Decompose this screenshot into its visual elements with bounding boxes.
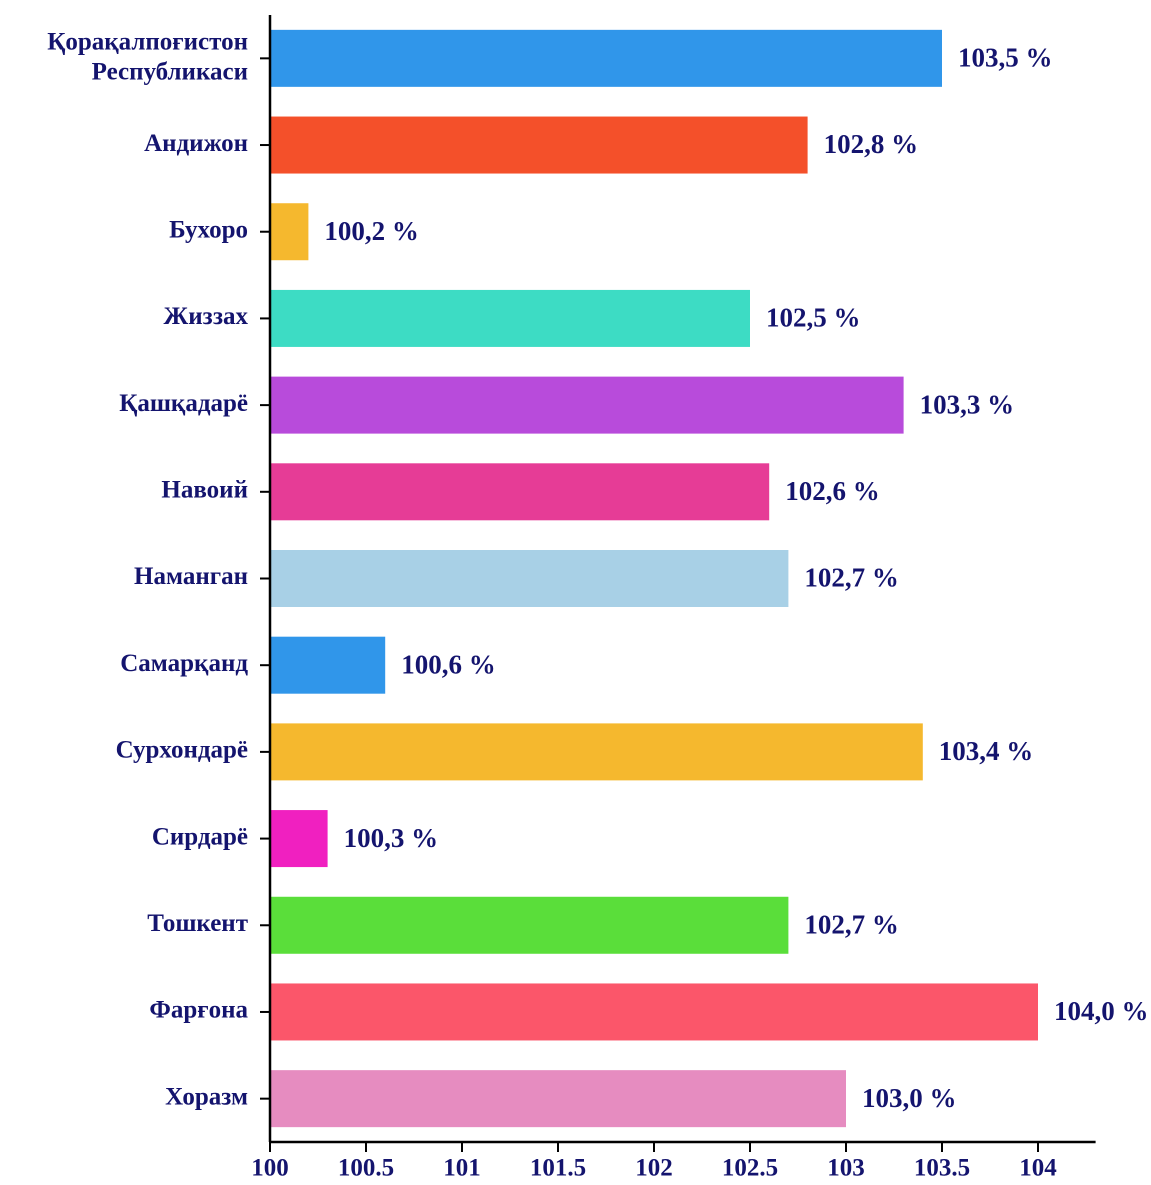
y-tick-label: Қорақалпоғистон Республикаси [47,28,248,85]
x-tick-label: 101.5 [530,1155,586,1182]
value-label: 103,5 % [958,43,1053,73]
bar [270,983,1038,1041]
value-label: 102,7 % [804,563,899,593]
value-label: 100,2 % [324,216,419,246]
x-tick-label: 103.5 [914,1155,970,1182]
y-tick-label: Самарқанд [120,650,248,677]
value-label: 103,0 % [862,1083,957,1113]
y-tick-label: Тошкент [147,910,248,937]
y-tick-label: Қашқадарё [119,390,248,417]
bar [270,376,904,434]
y-tick-label: Фарғона [149,997,248,1024]
value-label: 104,0 % [1054,996,1149,1026]
bar [270,1070,846,1128]
value-label: 100,6 % [401,649,496,679]
value-label: 102,5 % [766,303,861,333]
value-label: 102,8 % [824,129,919,159]
bar [270,896,789,954]
y-tick-label: Сирдарё [152,823,248,850]
x-tick-label: 102.5 [722,1155,778,1182]
y-tick-label: Навоий [161,477,248,504]
y-tick-label: Жиззах [163,303,248,330]
value-label: 103,4 % [939,736,1034,766]
x-tick-label: 101 [443,1155,481,1182]
bar [270,463,770,521]
bar [270,810,328,868]
y-tick-label: Сурхондарё [116,737,248,764]
bar [270,723,923,781]
y-tick-label: Наманган [134,563,248,590]
bar [270,116,808,174]
y-tick-label: Бухоро [169,216,248,243]
x-tick-label: 103 [827,1155,865,1182]
x-tick-label: 102 [635,1155,673,1182]
bar [270,636,386,694]
value-label: 102,7 % [804,909,899,939]
y-tick-label: Хоразм [165,1083,248,1110]
x-tick-label: 104 [1019,1155,1057,1182]
y-tick-label: Андижон [144,130,248,157]
value-label: 102,6 % [785,476,880,506]
bar [270,203,309,261]
value-label: 100,3 % [344,823,439,853]
x-tick-label: 100.5 [338,1155,394,1182]
bar [270,29,942,87]
bar [270,550,789,607]
bar [270,289,750,347]
value-label: 103,3 % [920,389,1015,419]
x-tick-label: 100 [251,1155,289,1182]
